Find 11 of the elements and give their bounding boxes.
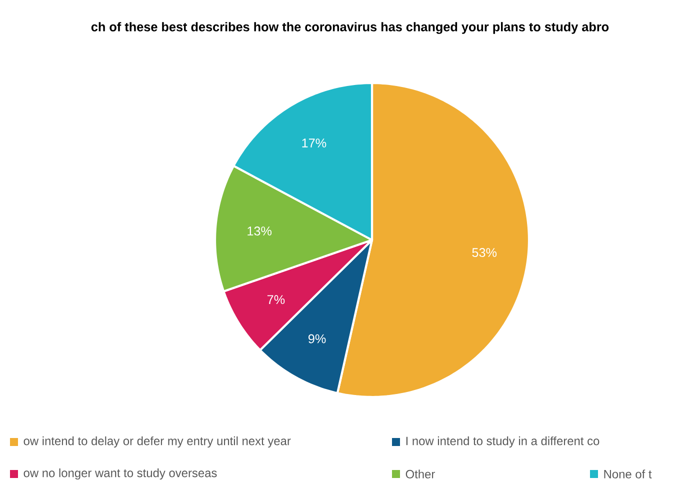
legend-label: ow intend to delay or defer my entry until next year bbox=[24, 436, 291, 448]
legend-label: I now intend to study in a different co bbox=[406, 436, 600, 448]
data-label: 9% bbox=[308, 334, 326, 344]
data-label: 17% bbox=[302, 138, 326, 148]
legend-label: None of t bbox=[604, 470, 652, 478]
data-label: 7% bbox=[267, 295, 285, 304]
legend-label: ow no longer want to study overseas bbox=[24, 468, 217, 480]
legend-label: Other bbox=[406, 470, 435, 478]
data-label: 13% bbox=[248, 226, 272, 236]
data-label: 53% bbox=[472, 248, 497, 258]
chart-title: ch of these best describes how the coronavirus has changed your plans to study abro bbox=[91, 22, 609, 34]
